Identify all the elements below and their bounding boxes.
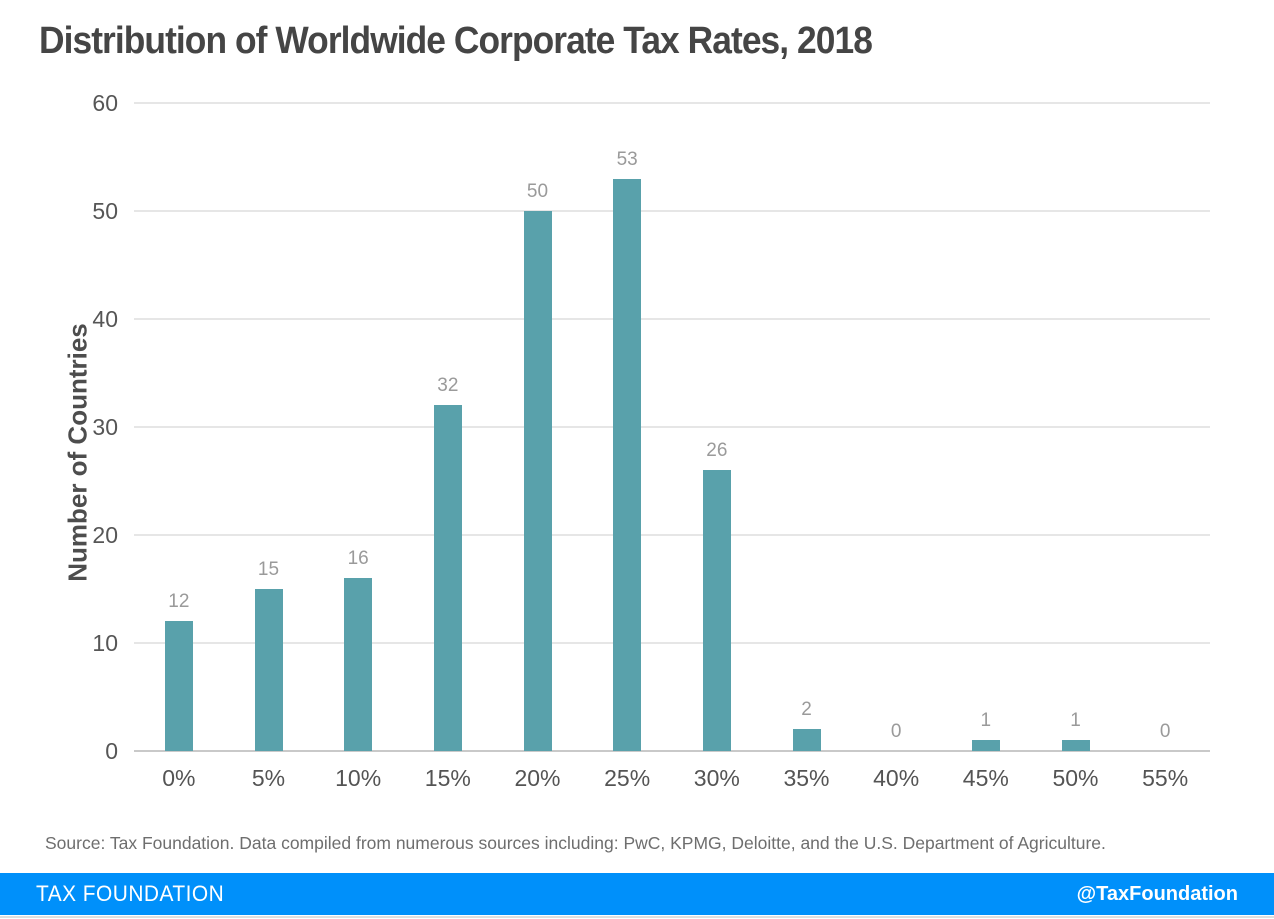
plot-area: 0 10 20 30 40 50 60 12 0% 15 5% 16 10% 32 15% 50 20% 53 25… [92,90,1210,791]
x-tick-label: 55% [1142,765,1189,791]
bar [613,178,642,751]
chart-title: Distribution of Worldwide Corporate Tax … [39,20,873,62]
x-tick-label: 30% [693,765,740,791]
bar-value-label: 12 [168,591,190,613]
gridline [134,318,1210,320]
gridline [134,210,1210,212]
x-tick-label: 20% [514,765,561,791]
bar-value-label: 26 [706,440,728,462]
bar [702,470,731,751]
x-tick-label: 5% [251,765,286,791]
bar-value-label: 0 [890,721,902,742]
footer-bar: TAX FOUNDATION @TaxFoundation [0,873,1274,915]
gridline [134,426,1210,428]
x-tick-label: 35% [783,765,830,791]
x-tick-label: 25% [604,765,651,791]
gridline [134,750,1210,752]
bar-value-label: 0 [1159,721,1171,742]
bar-value-label: 16 [347,548,369,570]
gridline [134,534,1210,536]
y-tick-label: 60 [92,90,118,116]
gridline [134,642,1210,644]
bar [523,211,552,751]
bar [254,589,283,751]
twitter-handle[interactable]: @TaxFoundation [1076,882,1238,905]
y-tick-label: 10 [92,630,118,656]
brand-wordmark: TAX FOUNDATION [36,881,225,906]
y-tick-label: 0 [105,738,118,764]
y-tick-label: 20 [92,522,118,548]
bar-value-label: 1 [1070,710,1081,732]
bar-value-label: 2 [801,699,812,721]
y-tick-label: 40 [92,306,118,332]
x-tick-label: 15% [424,765,471,791]
bar-value-label: 15 [257,559,280,580]
source-note: Source: Tax Foundation. Data compiled fr… [45,833,1106,853]
bar [1061,740,1090,751]
x-tick-label: 40% [873,765,920,791]
y-axis-title: Number of Countries [62,323,93,582]
bar [344,578,373,751]
x-tick-label: 45% [962,765,1009,791]
bar [792,729,821,751]
bar-value-label: 53 [616,148,638,170]
bar [433,405,462,751]
x-tick-label: 50% [1052,765,1099,791]
y-tick-label: 30 [92,414,118,440]
bar [164,621,193,751]
bar [971,740,1000,751]
x-tick-label: 10% [335,765,382,791]
x-tick-label: 0% [162,765,196,791]
bar-value-label: 32 [437,375,459,397]
footer-shadow-line [0,916,1274,918]
y-tick-label: 50 [92,198,118,224]
bar-value-label: 1 [980,710,992,732]
gridline [134,102,1210,104]
bar-value-label: 50 [526,181,549,202]
